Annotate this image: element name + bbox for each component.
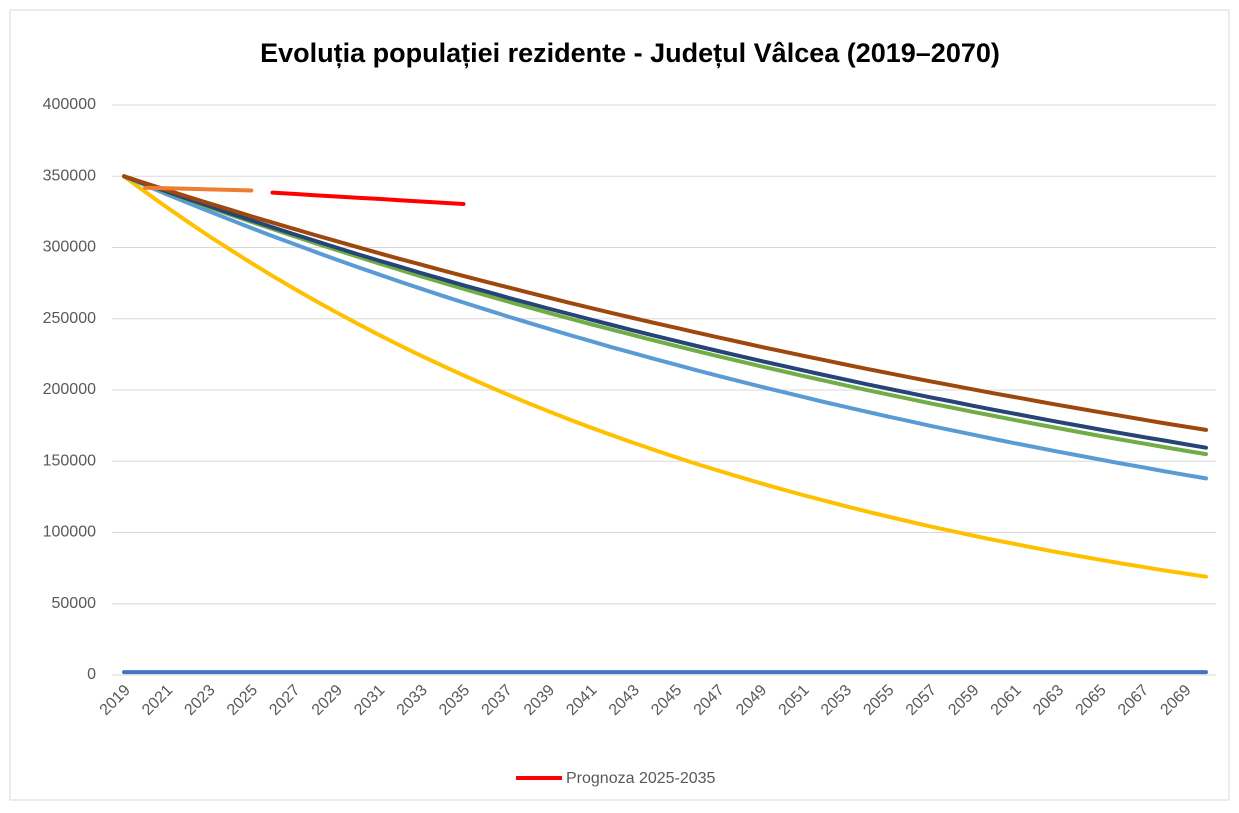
series-line [122,174,1208,450]
y-tick-label: 200000 [43,381,96,398]
legend-label: Prognoza 2025-2035 [566,770,716,787]
y-tick-label: 100000 [43,524,96,541]
y-tick-label: 350000 [43,167,96,184]
y-tick-label: 300000 [43,239,96,256]
series-line [270,190,466,206]
y-tick-label: 250000 [43,310,96,327]
chart-frame [9,9,1230,801]
y-tick-label: 50000 [52,595,97,612]
series-line [122,174,1208,579]
y-tick-label: 150000 [43,452,96,469]
y-tick-label: 0 [87,666,96,683]
series-line [122,174,1208,432]
chart-title: Evoluția populației rezidente - Județul … [260,38,1000,68]
series-line [143,185,254,193]
y-tick-label: 400000 [43,96,96,113]
series-line [122,174,1208,481]
series-line [122,174,1208,457]
